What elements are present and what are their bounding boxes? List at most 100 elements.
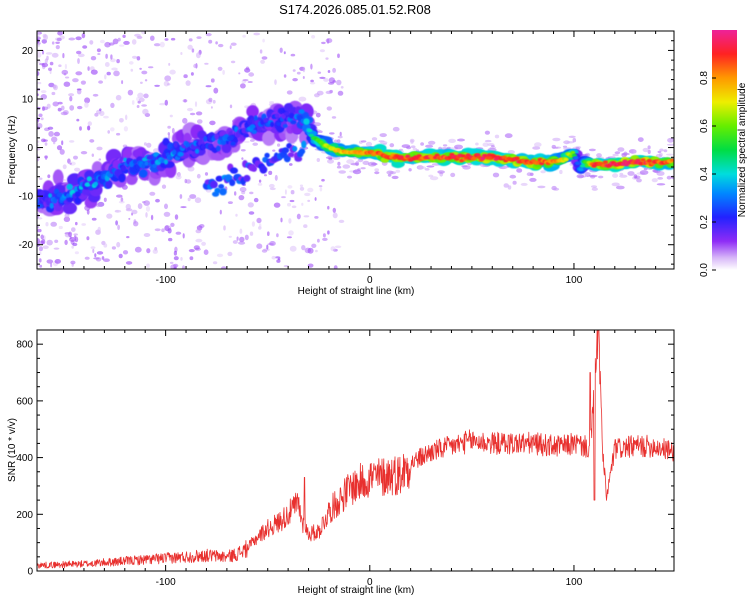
spectrogram-noise-cell (274, 174, 278, 181)
colorbar-tick-label: 0.8 (699, 71, 710, 85)
spectrogram-noise-cell (217, 66, 223, 71)
spectrogram-noise-cell (319, 187, 323, 192)
spectrogram-noise-cell (315, 112, 321, 118)
spectrogram-noise-cell (51, 91, 56, 96)
spectrogram-noise-cell (183, 74, 188, 79)
spectrogram-noise-cell (37, 117, 40, 123)
spectrogram-ridge-cell (230, 141, 236, 146)
spectrogram-noise-cell (260, 59, 265, 64)
spectrogram-noise-cell (327, 159, 334, 164)
spectrogram-ridge-cell (480, 156, 486, 161)
spectrogram-noise-cell (40, 90, 47, 94)
spectrogram-noise-cell (97, 53, 101, 55)
spectrogram-noise-cell (337, 53, 340, 59)
spectrogram-ridge-cell (74, 191, 81, 197)
y-tick-label: 400 (16, 453, 33, 464)
spectrogram-noise-cell (401, 144, 411, 149)
spectrogram-noise-cell (75, 221, 78, 226)
spectrogram-noise-cell (77, 53, 85, 58)
y-tick-label: 0 (27, 143, 33, 154)
spectrogram-noise-cell (58, 64, 62, 67)
spectrogram-noise-cell (316, 90, 324, 96)
spectrogram-noise-cell (40, 117, 44, 121)
spectrogram-noise-cell (76, 88, 82, 91)
spectrogram-noise-cell (131, 39, 137, 45)
spectrogram-noise-cell (182, 117, 188, 124)
spectrogram-noise-cell (132, 55, 138, 59)
spectrogram-ridge-cell (134, 149, 143, 159)
spectrogram-branch-cell (294, 156, 303, 162)
spectrogram-noise-cell (302, 76, 305, 79)
spectrogram-noise-cell (591, 185, 597, 188)
spectrogram-noise-cell (171, 127, 175, 134)
spectrogram-noise-cell (197, 119, 203, 124)
spectrogram-noise-cell (290, 53, 296, 57)
spectrogram-noise-cell (196, 36, 202, 39)
spectrogram-ridge-cell (62, 202, 77, 215)
spectrogram-noise-cell (48, 131, 54, 137)
spectrogram-noise-cell (619, 174, 628, 178)
spectrogram-noise-cell (61, 69, 69, 75)
spectrogram-noise-cell (562, 145, 568, 148)
spectrogram-noise-cell (52, 84, 57, 89)
spectrogram-noise-cell (327, 205, 330, 210)
spectrogram-ridge-cell (405, 154, 411, 159)
spectrogram-ridge-cell (49, 202, 54, 209)
spectrogram-noise-cell (174, 214, 179, 220)
spectrogram-noise-cell (155, 198, 160, 203)
spectrogram-noise-cell (38, 246, 44, 252)
spectrogram-noise-cell (37, 140, 40, 143)
spectrogram-noise-cell (81, 223, 86, 226)
spectrogram-noise-cell (484, 139, 492, 143)
spectrogram-noise-cell (387, 173, 392, 177)
spectrogram-noise-cell (182, 99, 188, 103)
spectrogram-noise-cell (84, 102, 89, 108)
spectrogram-noise-cell (537, 185, 546, 189)
spectrogram-ridge-cell (514, 156, 520, 161)
spectrogram-noise-cell (167, 125, 171, 129)
spectrogram-noise-cell (175, 174, 182, 180)
spectrogram-noise-cell (89, 40, 94, 45)
spectrogram-noise-cell (53, 141, 56, 145)
spectrogram-noise-cell (84, 256, 90, 260)
spectrogram-noise-cell (325, 57, 329, 60)
spectrogram-noise-cell (568, 135, 576, 138)
spectrogram-branch-cell (259, 165, 268, 174)
spectrogram-noise-cell (204, 62, 209, 65)
spectrogram-noise-cell (642, 147, 649, 153)
spectrogram-noise-cell (410, 139, 414, 144)
spectrogram-ridge-cell (115, 169, 122, 175)
spectrogram-ridge-cell (177, 151, 184, 157)
spectrogram-noise-cell (180, 206, 187, 209)
snr-series-line (37, 330, 674, 569)
spectrogram-noise-cell (386, 170, 394, 175)
spectrogram-noise-cell (534, 142, 542, 148)
spectrogram-ridge-cell (93, 181, 99, 187)
spectrogram-noise-cell (229, 104, 233, 109)
spectrogram-noise-cell (96, 146, 103, 151)
spectrogram-noise-cell (110, 127, 115, 132)
spectrogram-noise-cell (248, 72, 255, 77)
spectrogram-noise-cell (60, 111, 68, 116)
spectrogram-noise-cell (250, 139, 255, 142)
spectrogram-noise-cell (76, 50, 82, 55)
spectrogram-noise-cell (374, 171, 380, 175)
spectrogram-noise-cell (154, 84, 161, 87)
spectrogram-noise-cell (657, 177, 664, 180)
spectrogram-noise-cell (170, 222, 175, 227)
spectrogram-branch-cell (218, 184, 225, 189)
spectrogram-noise-cell (261, 249, 268, 253)
spectrogram-noise-cell (74, 236, 79, 243)
spectrogram-noise-cell (187, 44, 193, 50)
spectrogram-noise-cell (125, 114, 128, 121)
spectrogram-ridge-cell (138, 169, 148, 178)
spectrogram-ridge-cell (162, 137, 170, 146)
spectrogram-ridge-cell (56, 192, 64, 198)
spectrogram-noise-cell (69, 140, 75, 143)
spectrogram-ridge-cell (84, 182, 91, 187)
spectrogram-noise-cell (181, 265, 186, 269)
spectrogram-noise-cell (46, 239, 53, 246)
spectrogram-noise-cell (131, 100, 135, 105)
spectrogram-noise-cell (96, 203, 101, 208)
spectrogram-noise-cell (68, 93, 75, 97)
